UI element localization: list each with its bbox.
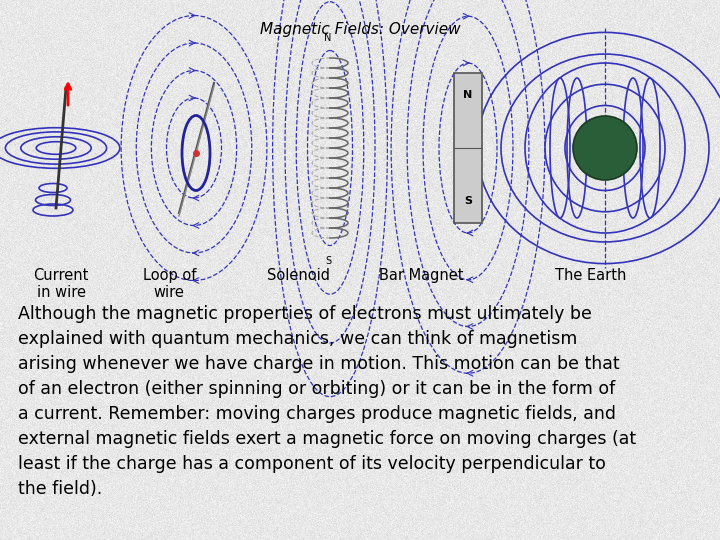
Text: Current
in wire: Current in wire <box>34 268 89 300</box>
Circle shape <box>573 116 637 180</box>
Text: N: N <box>324 33 332 43</box>
Text: Magnetic Fields: Overview: Magnetic Fields: Overview <box>260 22 460 37</box>
Text: Bar Magnet: Bar Magnet <box>379 268 464 283</box>
Text: S: S <box>325 256 331 266</box>
Text: Loop of
wire: Loop of wire <box>143 268 196 300</box>
Text: The Earth: The Earth <box>554 268 626 283</box>
Text: N: N <box>464 90 472 100</box>
Text: Solenoid: Solenoid <box>267 268 330 283</box>
Text: S: S <box>464 196 472 206</box>
Text: Although the magnetic properties of electrons must ultimately be
explained with : Although the magnetic properties of elec… <box>18 305 636 498</box>
Bar <box>454 73 482 223</box>
